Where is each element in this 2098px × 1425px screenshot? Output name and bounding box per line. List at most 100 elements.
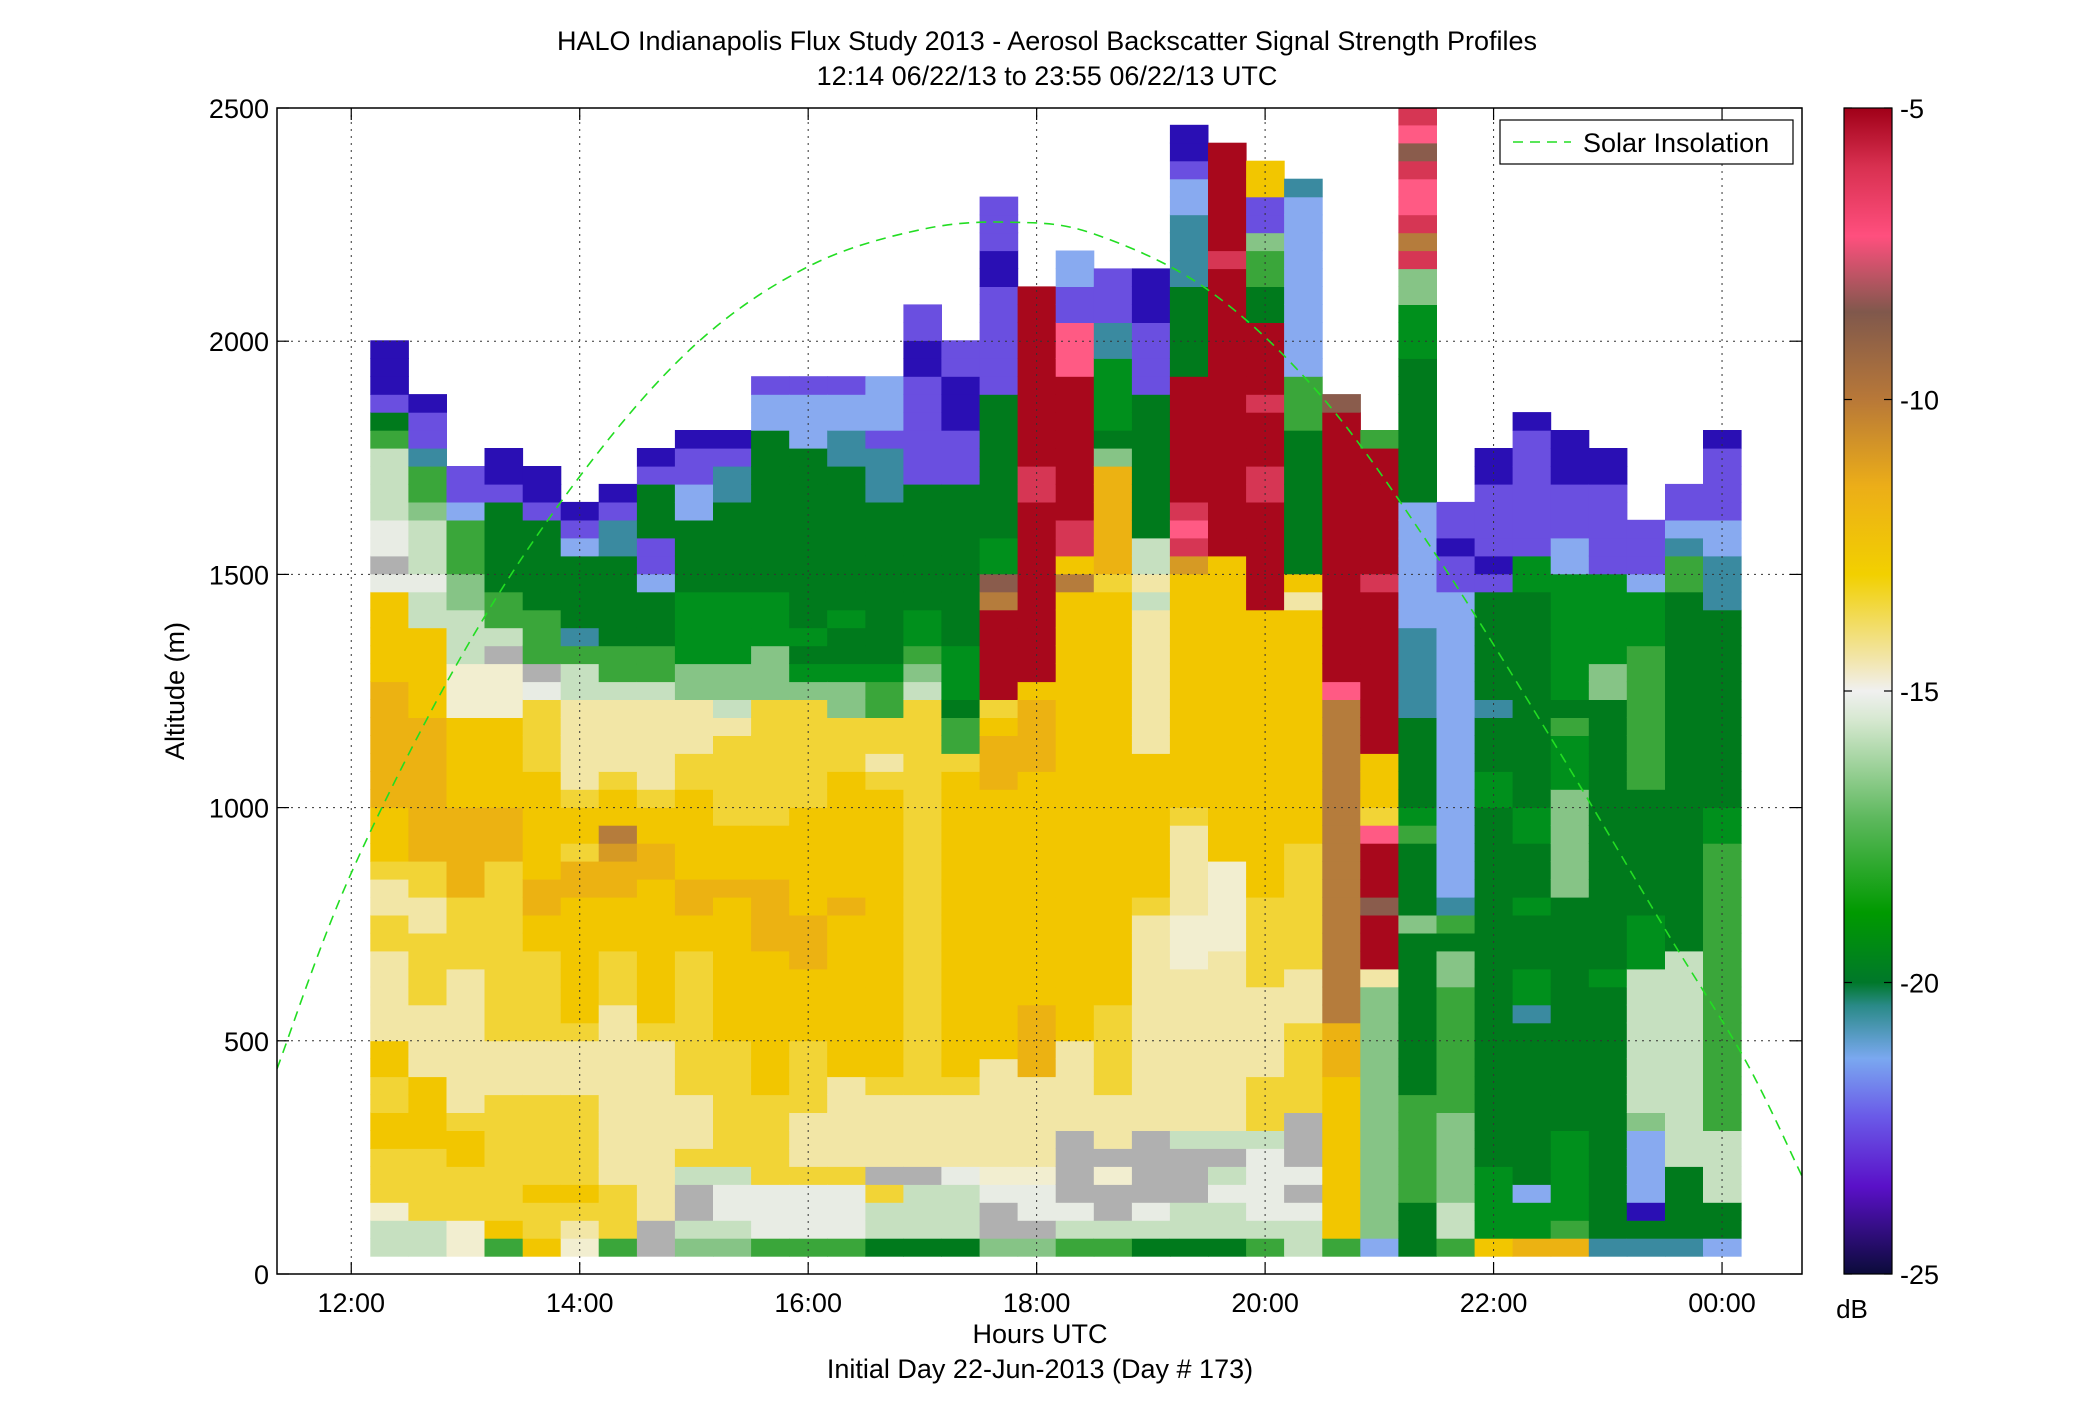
heatmap-cell (1322, 627, 1361, 647)
heatmap-cell (370, 1184, 409, 1203)
heatmap-cell (1131, 394, 1171, 413)
heatmap-cell (1512, 735, 1552, 754)
heatmap-cell (1665, 1058, 1704, 1078)
heatmap-cell (1246, 214, 1285, 234)
heatmap-cell (1208, 663, 1247, 683)
heatmap-cell (903, 914, 942, 934)
heatmap-cell (522, 896, 562, 916)
heatmap-cell (1131, 663, 1171, 683)
heatmap-cell (1550, 573, 1590, 593)
heatmap-cell (1208, 519, 1247, 539)
heatmap-cell (1055, 322, 1095, 341)
heatmap-cell (1131, 322, 1171, 341)
heatmap-cell (1131, 843, 1171, 862)
heatmap-cell (1169, 609, 1209, 629)
heatmap-cell (1208, 861, 1247, 880)
heatmap-cell (1512, 968, 1552, 988)
heatmap-cell (941, 448, 980, 467)
heatmap-cell (713, 753, 752, 772)
heatmap-cell (1550, 717, 1590, 736)
heatmap-cell (408, 1112, 447, 1131)
heatmap-cell (1703, 501, 1742, 521)
heatmap-cell (636, 789, 676, 808)
heatmap-cell (598, 1094, 638, 1113)
heatmap-cell (903, 340, 942, 359)
heatmap-cell (674, 986, 714, 1006)
heatmap-cell (408, 1040, 447, 1060)
heatmap-cell (1436, 681, 1476, 700)
heatmap-cell (1360, 986, 1399, 1006)
heatmap-cell (941, 1130, 980, 1149)
heatmap-cell (827, 483, 866, 503)
heatmap-cell (1246, 537, 1285, 557)
heatmap-cell (1436, 914, 1476, 934)
heatmap-cell (827, 555, 866, 575)
heatmap-cell (979, 663, 1019, 683)
heatmap-cell (979, 448, 1019, 467)
heatmap-cell (522, 1022, 562, 1042)
y-tick-label: 1000 (209, 794, 269, 824)
heatmap-cell (674, 1040, 714, 1060)
heatmap-cell (1322, 519, 1361, 539)
heatmap-cell (1246, 1040, 1285, 1060)
heatmap-cell (1665, 717, 1704, 736)
heatmap-cell (598, 950, 638, 970)
heatmap-cell (827, 1148, 866, 1167)
heatmap-cell (1131, 286, 1171, 305)
heatmap-cell (1322, 555, 1361, 575)
colorbar-tick-label: -5 (1900, 94, 1924, 124)
heatmap-cell (1665, 609, 1704, 629)
heatmap-cell (941, 430, 980, 449)
heatmap-cell (713, 645, 752, 665)
heatmap-cell (1131, 609, 1171, 629)
heatmap-cell (1284, 1166, 1323, 1185)
heatmap-cell (1550, 1202, 1590, 1221)
heatmap-cell (827, 1040, 866, 1060)
heatmap-cell (1550, 681, 1590, 700)
heatmap-cell (370, 1166, 409, 1185)
heatmap-cell (408, 950, 447, 970)
heatmap-cell (1398, 448, 1437, 467)
heatmap-cell (1093, 268, 1133, 287)
heatmap-cell (1665, 771, 1704, 790)
heatmap-cell (941, 1220, 980, 1239)
heatmap-cell (408, 663, 447, 683)
heatmap-cell (1665, 968, 1704, 988)
heatmap-cell (827, 1184, 866, 1203)
heatmap-cell (1588, 771, 1628, 790)
heatmap-cell (1550, 609, 1590, 629)
heatmap-cell (1284, 753, 1323, 772)
heatmap-cell (1474, 591, 1514, 611)
heatmap-cell (598, 1058, 638, 1078)
heatmap-cell (1360, 1040, 1399, 1060)
heatmap-cell (408, 1202, 447, 1221)
heatmap-cell (1131, 968, 1171, 988)
heatmap-cell (370, 950, 409, 970)
heatmap-cell (674, 1184, 714, 1203)
heatmap-cell (1093, 483, 1133, 503)
y-axis-label: Altitude (m) (160, 622, 190, 760)
heatmap-cell (1017, 376, 1057, 395)
heatmap-cell (827, 807, 866, 826)
heatmap-cell (522, 1130, 562, 1149)
heatmap-cell (1588, 1148, 1628, 1167)
heatmap-cell (865, 717, 904, 736)
heatmap-cell (674, 950, 714, 970)
colorbar-tick-label: -10 (1900, 386, 1939, 416)
heatmap-cell (1398, 699, 1437, 718)
heatmap-cell (1550, 861, 1590, 880)
heatmap-cell (1474, 986, 1514, 1006)
heatmap-cell (1246, 1202, 1285, 1221)
heatmap-cell (1474, 609, 1514, 629)
heatmap-cell (598, 753, 638, 772)
heatmap-cell (1208, 430, 1247, 449)
heatmap-cell (446, 1094, 486, 1113)
heatmap-cell (1093, 322, 1133, 341)
heatmap-cell (751, 1004, 790, 1024)
heatmap-cell (1398, 627, 1437, 647)
heatmap-cell (979, 1022, 1019, 1042)
heatmap-cell (1360, 717, 1399, 736)
heatmap-cell (903, 789, 942, 808)
heatmap-cell (1284, 1004, 1323, 1024)
heatmap-cell (1588, 735, 1628, 754)
